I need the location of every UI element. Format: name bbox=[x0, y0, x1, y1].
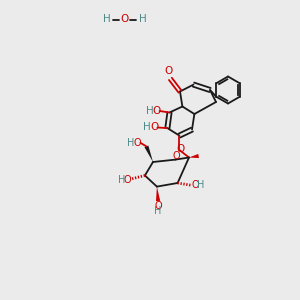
Text: H: H bbox=[139, 14, 146, 25]
Text: O: O bbox=[154, 201, 162, 212]
Polygon shape bbox=[145, 146, 153, 162]
Text: H: H bbox=[154, 206, 162, 216]
Polygon shape bbox=[189, 154, 199, 158]
Text: H: H bbox=[103, 14, 110, 25]
Text: H: H bbox=[197, 180, 204, 190]
Text: O: O bbox=[123, 175, 131, 185]
Text: O: O bbox=[164, 66, 173, 76]
Text: O: O bbox=[152, 106, 161, 116]
Text: O: O bbox=[172, 151, 180, 161]
Text: O: O bbox=[120, 14, 129, 25]
Text: H: H bbox=[146, 106, 153, 116]
Text: O: O bbox=[150, 122, 159, 133]
Text: H: H bbox=[118, 175, 126, 185]
Text: O: O bbox=[177, 144, 185, 154]
Text: O: O bbox=[192, 180, 200, 190]
Text: H: H bbox=[143, 122, 151, 133]
Text: O: O bbox=[134, 138, 141, 148]
Polygon shape bbox=[156, 187, 160, 201]
Text: H: H bbox=[127, 138, 134, 148]
